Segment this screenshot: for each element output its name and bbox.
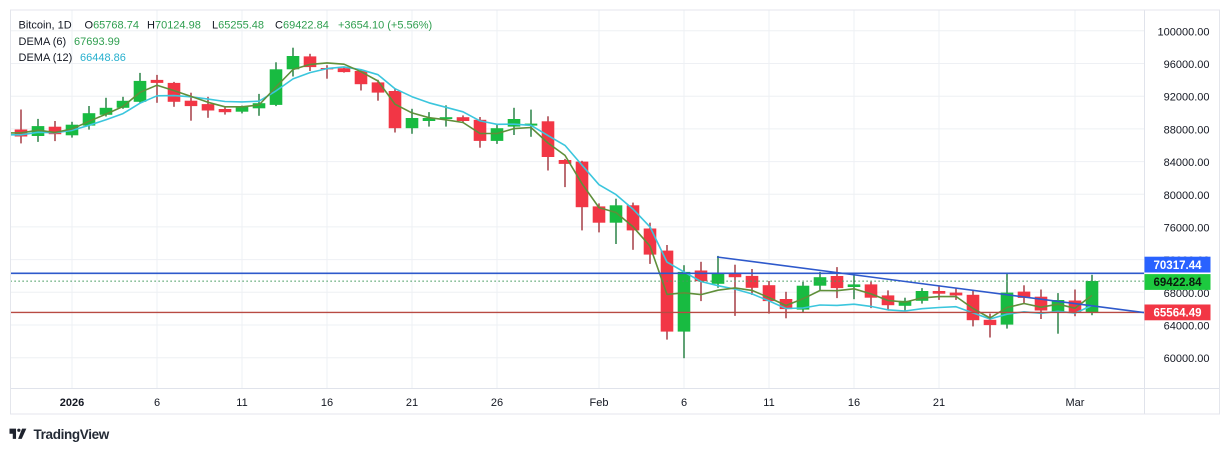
svg-text:70317.44: 70317.44 <box>1154 260 1203 272</box>
svg-text:11: 11 <box>763 397 774 409</box>
svg-text:6: 6 <box>154 397 160 409</box>
svg-text:+3654.10 (+5.56%): +3654.10 (+5.56%) <box>338 20 432 32</box>
svg-text:80000.00: 80000.00 <box>1164 190 1210 202</box>
svg-text:C69422.84: C69422.84 <box>275 20 329 32</box>
svg-text:L65255.48: L65255.48 <box>212 20 264 32</box>
svg-text:69422.84: 69422.84 <box>1154 277 1203 289</box>
svg-text:21: 21 <box>933 397 945 409</box>
svg-text:O65768.74: O65768.74 <box>85 20 139 32</box>
svg-text:64000.00: 64000.00 <box>1164 321 1210 333</box>
svg-text:65564.49: 65564.49 <box>1154 308 1202 320</box>
svg-text:60000.00: 60000.00 <box>1164 353 1210 365</box>
svg-text:Bitcoin, 1D: Bitcoin, 1D <box>19 20 72 32</box>
svg-text:11: 11 <box>236 397 247 409</box>
svg-text:100000.00: 100000.00 <box>1158 26 1210 38</box>
svg-text:88000.00: 88000.00 <box>1164 124 1210 136</box>
svg-text:16: 16 <box>321 397 333 409</box>
svg-text:84000.00: 84000.00 <box>1164 157 1210 169</box>
svg-text:TradingView: TradingView <box>34 427 110 442</box>
svg-text:DEMA (6) 67693.99: DEMA (6) 67693.99 <box>19 36 120 48</box>
svg-text:6: 6 <box>681 397 687 409</box>
svg-text:76000.00: 76000.00 <box>1164 222 1210 234</box>
svg-text:16: 16 <box>848 397 860 409</box>
svg-text:68000.00: 68000.00 <box>1164 288 1210 300</box>
svg-text:Mar: Mar <box>1066 397 1085 409</box>
svg-text:26: 26 <box>491 397 503 409</box>
svg-text:2026: 2026 <box>60 397 84 409</box>
svg-text:92000.00: 92000.00 <box>1164 92 1210 104</box>
svg-text:Feb: Feb <box>590 397 609 409</box>
svg-text:H70124.98: H70124.98 <box>147 20 201 32</box>
svg-text:96000.00: 96000.00 <box>1164 59 1210 71</box>
svg-text:DEMA (12) 66448.86: DEMA (12) 66448.86 <box>19 52 126 64</box>
svg-text:21: 21 <box>406 397 418 409</box>
